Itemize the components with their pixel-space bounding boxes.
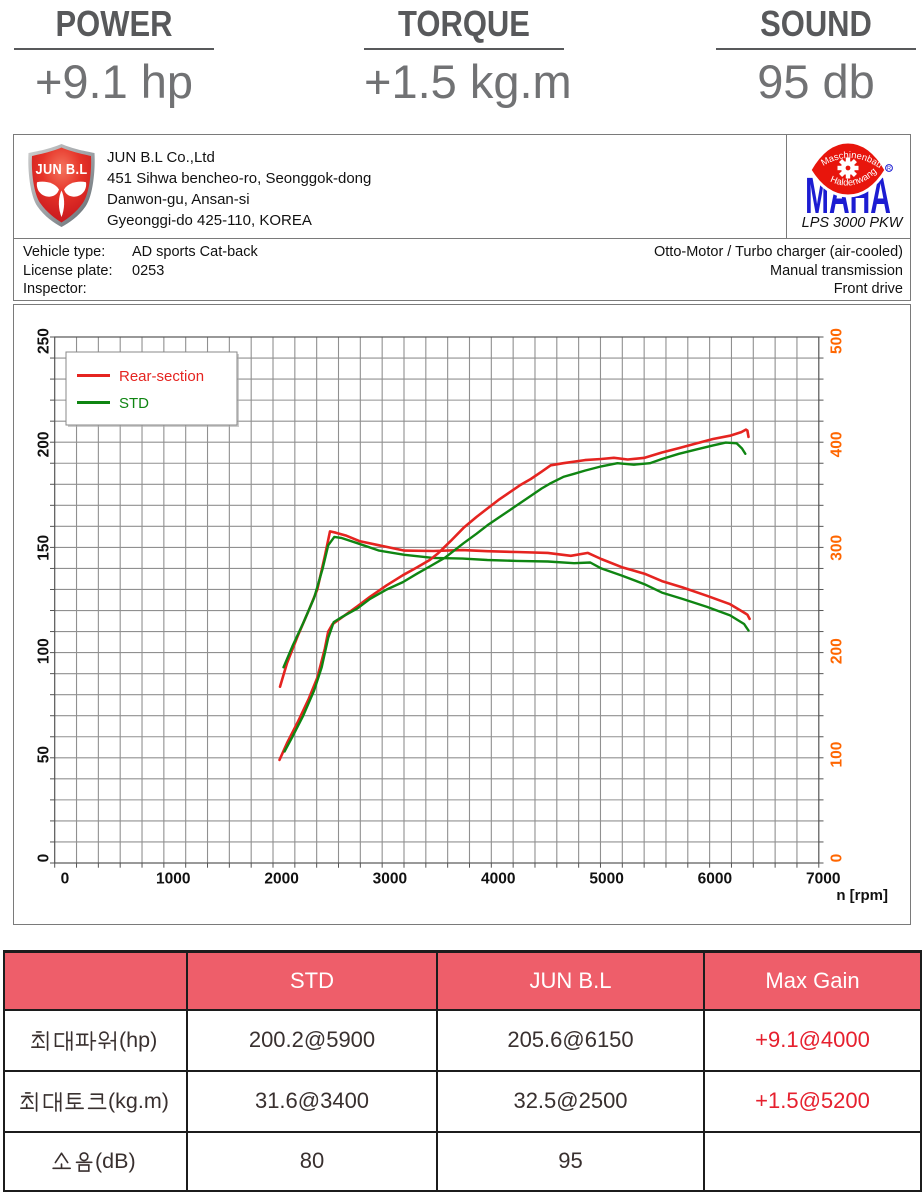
svg-text:500: 500	[829, 328, 846, 354]
svg-text:7000: 7000	[806, 871, 840, 888]
svg-text:LPS 3000 PKW: LPS 3000 PKW	[802, 215, 904, 231]
svg-text:0: 0	[829, 854, 846, 863]
svg-text:1000: 1000	[156, 871, 190, 888]
svg-text:6000: 6000	[698, 871, 732, 888]
svg-text:2000: 2000	[264, 871, 298, 888]
svg-text:(dB): (dB)	[95, 1150, 136, 1173]
svg-text:300: 300	[829, 535, 846, 561]
svg-text:(hp): (hp)	[119, 1029, 157, 1052]
svg-text:4000: 4000	[481, 871, 515, 888]
svg-text:STD: STD	[119, 395, 149, 412]
svg-text:100: 100	[829, 742, 846, 768]
svg-text:150: 150	[36, 535, 53, 561]
svg-text:3000: 3000	[373, 871, 407, 888]
svg-text:R: R	[887, 166, 891, 172]
svg-text:0: 0	[61, 871, 70, 888]
svg-text:50: 50	[36, 746, 53, 763]
svg-text:200: 200	[36, 431, 53, 457]
svg-text:(kg.m): (kg.m)	[108, 1090, 169, 1113]
svg-text:100: 100	[36, 638, 53, 664]
svg-text:400: 400	[829, 431, 846, 457]
svg-text:0: 0	[36, 854, 53, 863]
svg-text:250: 250	[36, 328, 53, 354]
svg-text:JUN B.L: JUN B.L	[36, 160, 88, 177]
svg-text:n [rpm]: n [rpm]	[836, 887, 888, 904]
svg-text:Rear-section: Rear-section	[119, 368, 204, 385]
svg-text:5000: 5000	[589, 871, 623, 888]
svg-text:200: 200	[829, 638, 846, 664]
